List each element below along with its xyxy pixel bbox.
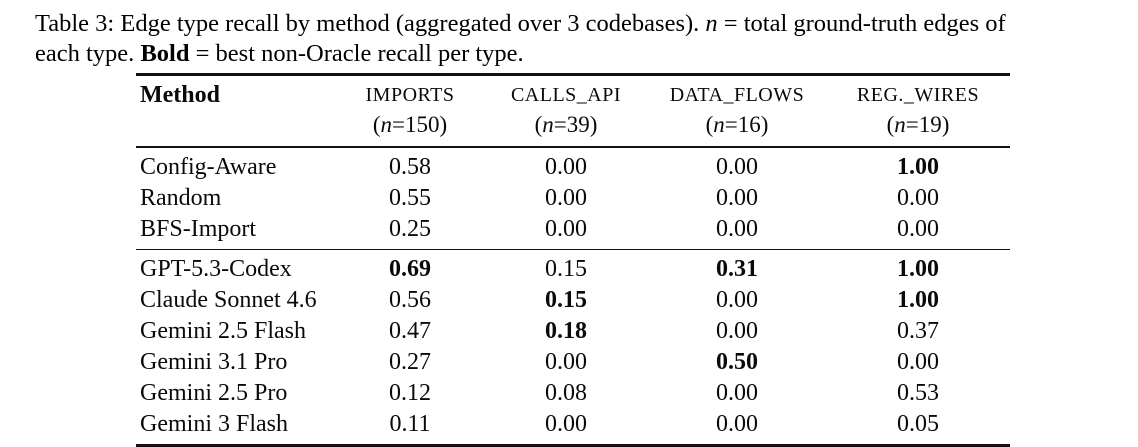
recall-value-cell: 0.00 bbox=[545, 215, 587, 242]
caption-line-1: Table 3: Edge type recall by method (agg… bbox=[35, 9, 1120, 39]
method-name-cell: Gemini 3 Flash bbox=[140, 411, 288, 437]
recall-value-cell: 0.12 bbox=[389, 380, 431, 406]
recall-value-cell: 0.56 bbox=[389, 287, 431, 313]
method-name-cell: Random bbox=[140, 184, 222, 211]
recall-value-cell-best: 0.18 bbox=[545, 318, 587, 344]
recall-value-cell: 0.00 bbox=[716, 380, 758, 406]
table-caption: Table 3: Edge type recall by method (agg… bbox=[35, 9, 1120, 69]
recall-value-cell: 0.00 bbox=[716, 411, 758, 437]
recall-value-cell: 0.15 bbox=[545, 256, 587, 282]
column-n-count: (n=150) bbox=[372, 112, 448, 137]
recall-value-cell: 0.00 bbox=[716, 318, 758, 344]
table-top-rule bbox=[136, 73, 1010, 76]
recall-value-cell-best: 0.31 bbox=[716, 256, 758, 282]
recall-value-cell: 0.05 bbox=[897, 411, 939, 437]
method-name-cell: BFS-Import bbox=[140, 215, 257, 242]
column-n-count: (n=19) bbox=[886, 112, 950, 137]
table-header-rule bbox=[136, 146, 1010, 148]
table-bottom-rule bbox=[136, 444, 1010, 447]
recall-value-cell: 0.37 bbox=[897, 318, 939, 344]
edge-type-recall-table: Method IMPORTS (n=150) CALLS_API (n=39) … bbox=[136, 73, 1010, 447]
recall-value-cell: 0.00 bbox=[897, 349, 939, 375]
column-name: IMPORTS bbox=[365, 84, 455, 106]
recall-value-cell-best: 0.69 bbox=[389, 256, 431, 282]
table-row: Gemini 2.5 Pro 0.12 0.08 0.00 0.53 bbox=[136, 378, 1010, 409]
caption-math-n: n bbox=[705, 10, 718, 37]
method-name-cell: Gemini 2.5 Flash bbox=[140, 318, 306, 344]
recall-value-cell-best: 0.15 bbox=[545, 287, 587, 313]
recall-value-cell: 0.00 bbox=[716, 153, 758, 180]
table-row: Gemini 3.1 Pro 0.27 0.00 0.50 0.00 bbox=[136, 347, 1010, 378]
recall-value-cell: 0.00 bbox=[716, 184, 758, 211]
table-row: Random 0.55 0.00 0.00 0.00 bbox=[136, 183, 1010, 214]
recall-value-cell: 0.58 bbox=[389, 153, 431, 180]
method-name-cell: GPT-5.3-Codex bbox=[140, 256, 292, 282]
recall-value-cell: 0.00 bbox=[716, 215, 758, 242]
method-name-cell: Claude Sonnet 4.6 bbox=[140, 287, 317, 313]
table-row: BFS-Import 0.25 0.00 0.00 0.00 bbox=[136, 214, 1010, 245]
caption-text: = best non-Oracle recall per type. bbox=[189, 40, 524, 67]
column-header-calls-api: CALLS_API (n=39) bbox=[484, 80, 648, 140]
method-name-cell: Gemini 2.5 Pro bbox=[140, 380, 288, 406]
recall-value-cell: 0.00 bbox=[545, 411, 587, 437]
recall-value-cell-best: 1.00 bbox=[897, 256, 939, 282]
caption-bold-keyword: Bold bbox=[140, 40, 190, 67]
recall-value-cell-best: 1.00 bbox=[897, 153, 939, 180]
recall-value-cell: 0.00 bbox=[716, 287, 758, 313]
caption-text: Table 3: Edge type recall by method (agg… bbox=[35, 10, 706, 37]
table-group-divider-rule bbox=[136, 248, 1010, 250]
recall-value-cell: 0.25 bbox=[389, 215, 431, 242]
column-n-count: (n=39) bbox=[534, 112, 598, 137]
table-header-row: Method IMPORTS (n=150) CALLS_API (n=39) … bbox=[136, 76, 1010, 146]
column-header-data-flows: DATA_FLOWS (n=16) bbox=[648, 80, 826, 140]
column-n-count: (n=16) bbox=[705, 112, 769, 137]
recall-value-cell: 0.00 bbox=[897, 215, 939, 242]
caption-text: each type. bbox=[35, 40, 141, 67]
column-name: DATA_FLOWS bbox=[669, 84, 805, 106]
table-row: Gemini 2.5 Flash 0.47 0.18 0.00 0.37 bbox=[136, 316, 1010, 347]
column-header-method: Method bbox=[140, 82, 220, 108]
column-header-imports: IMPORTS (n=150) bbox=[336, 80, 484, 140]
recall-value-cell: 0.11 bbox=[389, 411, 431, 437]
recall-value-cell: 0.08 bbox=[545, 380, 587, 406]
column-name: REG._WIRES bbox=[856, 84, 980, 106]
model-methods-group: GPT-5.3-Codex 0.69 0.15 0.31 1.00 Claude Sonn… bbox=[136, 250, 1010, 444]
table-row: Gemini 3 Flash 0.11 0.00 0.00 0.05 bbox=[136, 409, 1010, 440]
table-row: Config-Aware 0.58 0.00 0.00 1.00 bbox=[136, 152, 1010, 183]
column-header-reg-wires: REG._WIRES (n=19) bbox=[826, 80, 1010, 140]
recall-value-cell: 0.00 bbox=[545, 184, 587, 211]
recall-value-cell-best: 1.00 bbox=[897, 287, 939, 313]
caption-text: = total ground-truth edges of bbox=[717, 10, 1006, 37]
table-row: Claude Sonnet 4.6 0.56 0.15 0.00 1.00 bbox=[136, 285, 1010, 316]
recall-value-cell-best: 0.50 bbox=[716, 349, 758, 375]
recall-value-cell: 0.55 bbox=[389, 184, 431, 211]
recall-value-cell: 0.00 bbox=[545, 153, 587, 180]
baseline-methods-group: Config-Aware 0.58 0.00 0.00 1.00 Random 0.55 0.… bbox=[136, 148, 1010, 249]
recall-value-cell: 0.53 bbox=[897, 380, 939, 406]
table-row: GPT-5.3-Codex 0.69 0.15 0.31 1.00 bbox=[136, 254, 1010, 285]
recall-value-cell: 0.00 bbox=[897, 184, 939, 211]
method-name-cell: Gemini 3.1 Pro bbox=[140, 349, 288, 375]
column-name: CALLS_API bbox=[510, 84, 622, 106]
recall-value-cell: 0.27 bbox=[389, 349, 431, 375]
caption-line-2: each type. Bold = best non-Oracle recall… bbox=[35, 39, 1120, 69]
method-name-cell: Config-Aware bbox=[140, 153, 277, 180]
recall-value-cell: 0.00 bbox=[545, 349, 587, 375]
recall-value-cell: 0.47 bbox=[389, 318, 431, 344]
